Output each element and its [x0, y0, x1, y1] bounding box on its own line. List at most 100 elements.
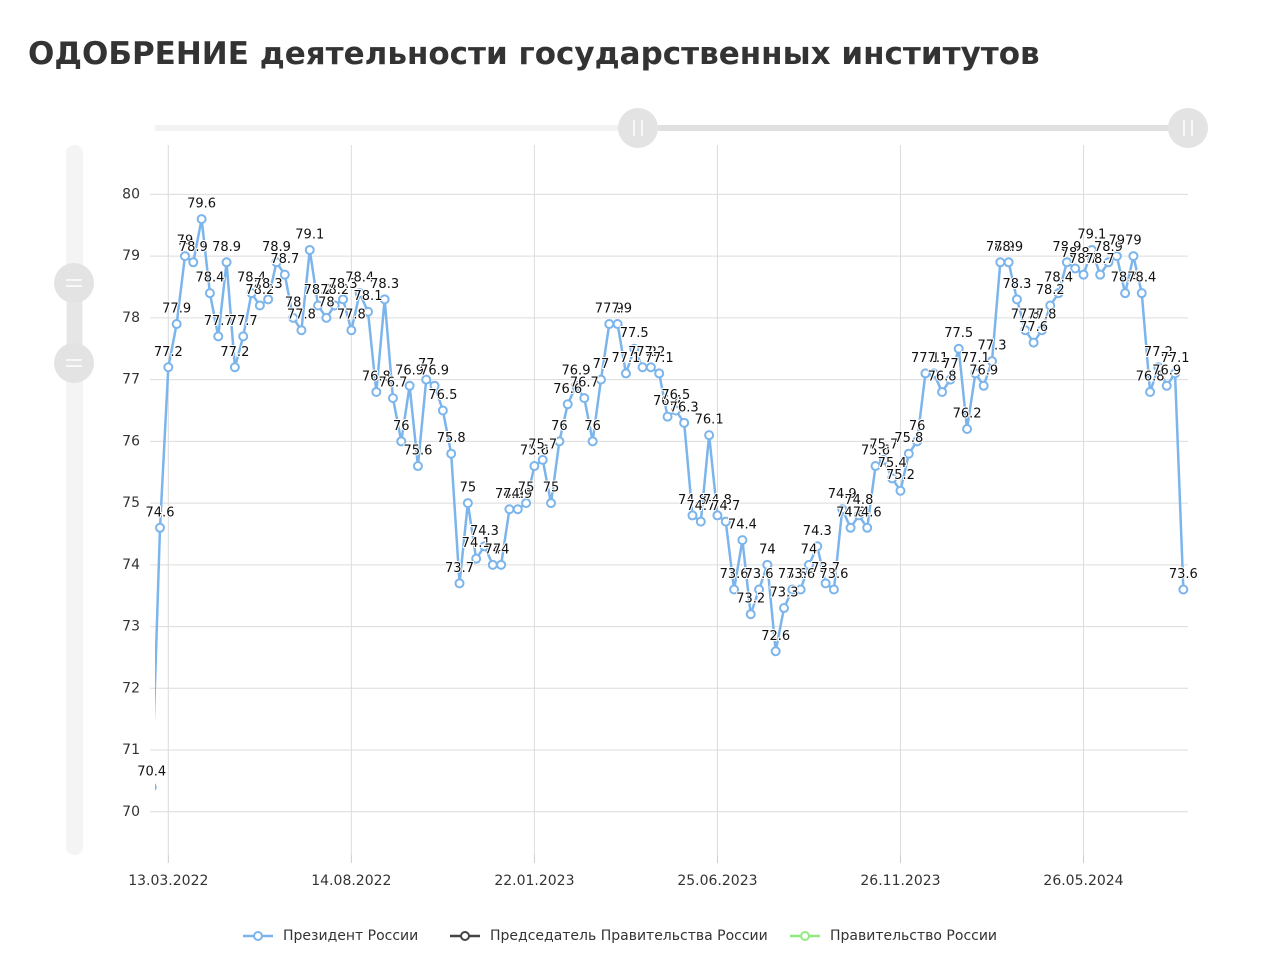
y-tick-label: 78 [122, 310, 140, 326]
data-label: 78.8 [1061, 246, 1090, 261]
point [371, 386, 382, 397]
point [679, 417, 690, 428]
point [1145, 386, 1156, 397]
point [354, 288, 365, 299]
navigator[interactable] [155, 108, 1208, 148]
point [1078, 269, 1089, 280]
point [512, 504, 523, 515]
point [204, 288, 215, 299]
point [745, 609, 756, 620]
point [579, 393, 590, 404]
data-label: 75 [543, 481, 560, 496]
x-tick-label: 14.08.2022 [311, 873, 391, 889]
point [562, 399, 573, 410]
data-label: 78.1 [354, 289, 383, 304]
data-label: 73.7 [445, 561, 474, 576]
data-label: 78.4 [1127, 271, 1156, 286]
point [429, 380, 440, 391]
data-label: 78.7 [270, 252, 299, 267]
vertical-handle[interactable] [54, 263, 94, 303]
data-label: 77.8 [287, 308, 316, 323]
data-label: 78.3 [1002, 277, 1031, 292]
point [779, 603, 789, 614]
legend-label: Правительство России [830, 928, 997, 944]
legend-item[interactable]: Правительство России [790, 928, 997, 944]
legend-marker [800, 931, 810, 941]
point [612, 319, 623, 330]
point [729, 584, 740, 595]
point [213, 331, 224, 342]
point [604, 319, 615, 330]
point [845, 522, 856, 533]
point [363, 306, 373, 317]
data-label: 75.4 [878, 456, 907, 471]
point [828, 584, 839, 595]
data-label: 76.9 [562, 363, 591, 378]
data-label: 78.4 [345, 271, 374, 286]
data-label: 76.9 [420, 363, 449, 378]
point [654, 368, 665, 379]
point [412, 461, 423, 472]
point [221, 257, 232, 268]
point [1020, 325, 1031, 336]
legend-item[interactable]: Президент России [243, 928, 418, 944]
handle-grip [1183, 120, 1193, 136]
navigator-handle[interactable] [618, 108, 658, 148]
point [595, 374, 606, 385]
point [346, 325, 357, 336]
data-label: 76 [551, 419, 568, 434]
data-label: 74.6 [853, 505, 882, 520]
data-label: 76.3 [670, 400, 699, 415]
data-label: 76.1 [695, 413, 724, 428]
data-label: 74.6 [836, 505, 865, 520]
point [271, 257, 282, 268]
point [279, 269, 290, 280]
point [1095, 269, 1106, 280]
data-label: 75.8 [894, 431, 923, 446]
data-label: 73.6 [720, 567, 749, 582]
point [163, 362, 174, 373]
data-label: 76.4 [653, 394, 682, 409]
point [1036, 325, 1047, 336]
data-label: 73.6 [778, 567, 807, 582]
data-label: 74 [759, 542, 776, 557]
data-label: 73.3 [770, 586, 799, 601]
data-label: 78 [318, 295, 335, 310]
data-label: 76.5 [661, 388, 690, 403]
vertical-navigator[interactable] [54, 145, 94, 855]
vertical-handle[interactable] [54, 343, 94, 383]
data-label: 78.9 [994, 240, 1023, 255]
data-label: 73.7 [811, 561, 840, 576]
point [795, 584, 806, 595]
data-label: 78 [285, 295, 302, 310]
point [296, 325, 307, 336]
data-label: 77 [593, 357, 610, 372]
data-label: 76.7 [570, 376, 599, 391]
y-tick-label: 79 [122, 248, 140, 264]
legend[interactable]: Президент России Председатель Правительст… [243, 928, 997, 944]
y-tick-label: 76 [122, 433, 140, 449]
legend-item[interactable]: Председатель Правительства России [450, 928, 768, 944]
point [546, 498, 557, 509]
legend-label: Президент России [283, 928, 418, 944]
data-label: 76.8 [362, 369, 391, 384]
point [1128, 251, 1139, 262]
y-tick-label: 75 [122, 495, 140, 511]
data-label: 73.6 [819, 567, 848, 582]
point [254, 300, 265, 311]
data-label: 74 [485, 542, 502, 557]
point [1120, 288, 1131, 299]
point [962, 424, 973, 434]
data-label: 74.9 [503, 487, 532, 502]
point [155, 783, 157, 791]
point [537, 454, 548, 465]
point [1111, 251, 1122, 262]
navigator-handle[interactable] [1168, 108, 1208, 148]
point [870, 461, 881, 472]
point [995, 257, 1006, 268]
point [437, 405, 448, 416]
point [1061, 257, 1072, 268]
point [754, 584, 765, 595]
data-label: 76 [393, 419, 410, 434]
point [1136, 288, 1147, 299]
